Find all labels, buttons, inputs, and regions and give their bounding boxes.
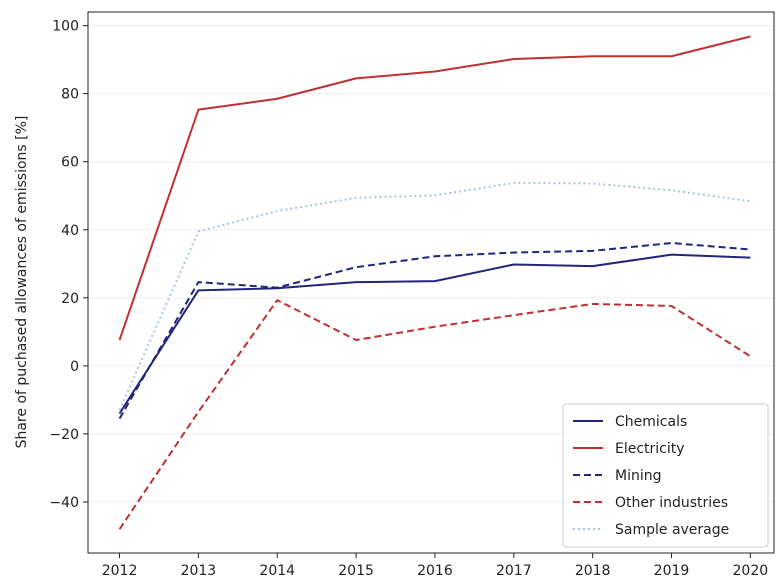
y-tick-label: 0 <box>70 359 79 375</box>
series-lines <box>118 35 751 530</box>
legend-label: Electricity <box>615 441 685 457</box>
y-tick-label: 40 <box>61 223 79 239</box>
legend-label: Chemicals <box>615 414 687 430</box>
y-tick-label: 80 <box>61 87 79 103</box>
plot-frame <box>87 11 775 554</box>
x-tick-label: 2014 <box>259 563 295 579</box>
series-line-electricity <box>118 35 751 341</box>
legend-box <box>562 403 769 548</box>
y-tick-label: 20 <box>61 291 79 307</box>
y-axis: −40 −20 0 20 40 60 80 100 <box>49 19 88 511</box>
x-tick-label: 2019 <box>654 563 690 579</box>
x-tick-label: 2020 <box>733 563 769 579</box>
x-tick-label: 2016 <box>417 563 453 579</box>
legend: Chemicals Electricity Mining Other industri… <box>562 403 769 548</box>
series-line-chemicals <box>118 253 751 415</box>
x-axis: 2012 2013 2014 2015 2016 2017 2018 2019 2020 <box>102 553 768 579</box>
legend-label: Other industries <box>615 495 728 511</box>
series-line-sample-average <box>118 181 751 411</box>
y-tick-label: −40 <box>49 495 79 511</box>
legend-label: Sample average <box>615 522 729 538</box>
series-line-mining <box>118 242 751 420</box>
x-tick-label: 2013 <box>181 563 217 579</box>
y-tick-label: 60 <box>61 155 79 171</box>
y-tick-label: 100 <box>52 19 79 35</box>
legend-label: Mining <box>615 468 662 484</box>
y-axis-label: Share of puchased allowances of emission… <box>14 116 30 449</box>
y-tick-label: −20 <box>49 427 79 443</box>
x-tick-label: 2018 <box>575 563 611 579</box>
gridlines <box>88 25 774 503</box>
x-tick-label: 2017 <box>496 563 532 579</box>
x-tick-label: 2012 <box>102 563 138 579</box>
series-line-other-industries <box>118 299 751 530</box>
x-tick-label: 2015 <box>338 563 374 579</box>
